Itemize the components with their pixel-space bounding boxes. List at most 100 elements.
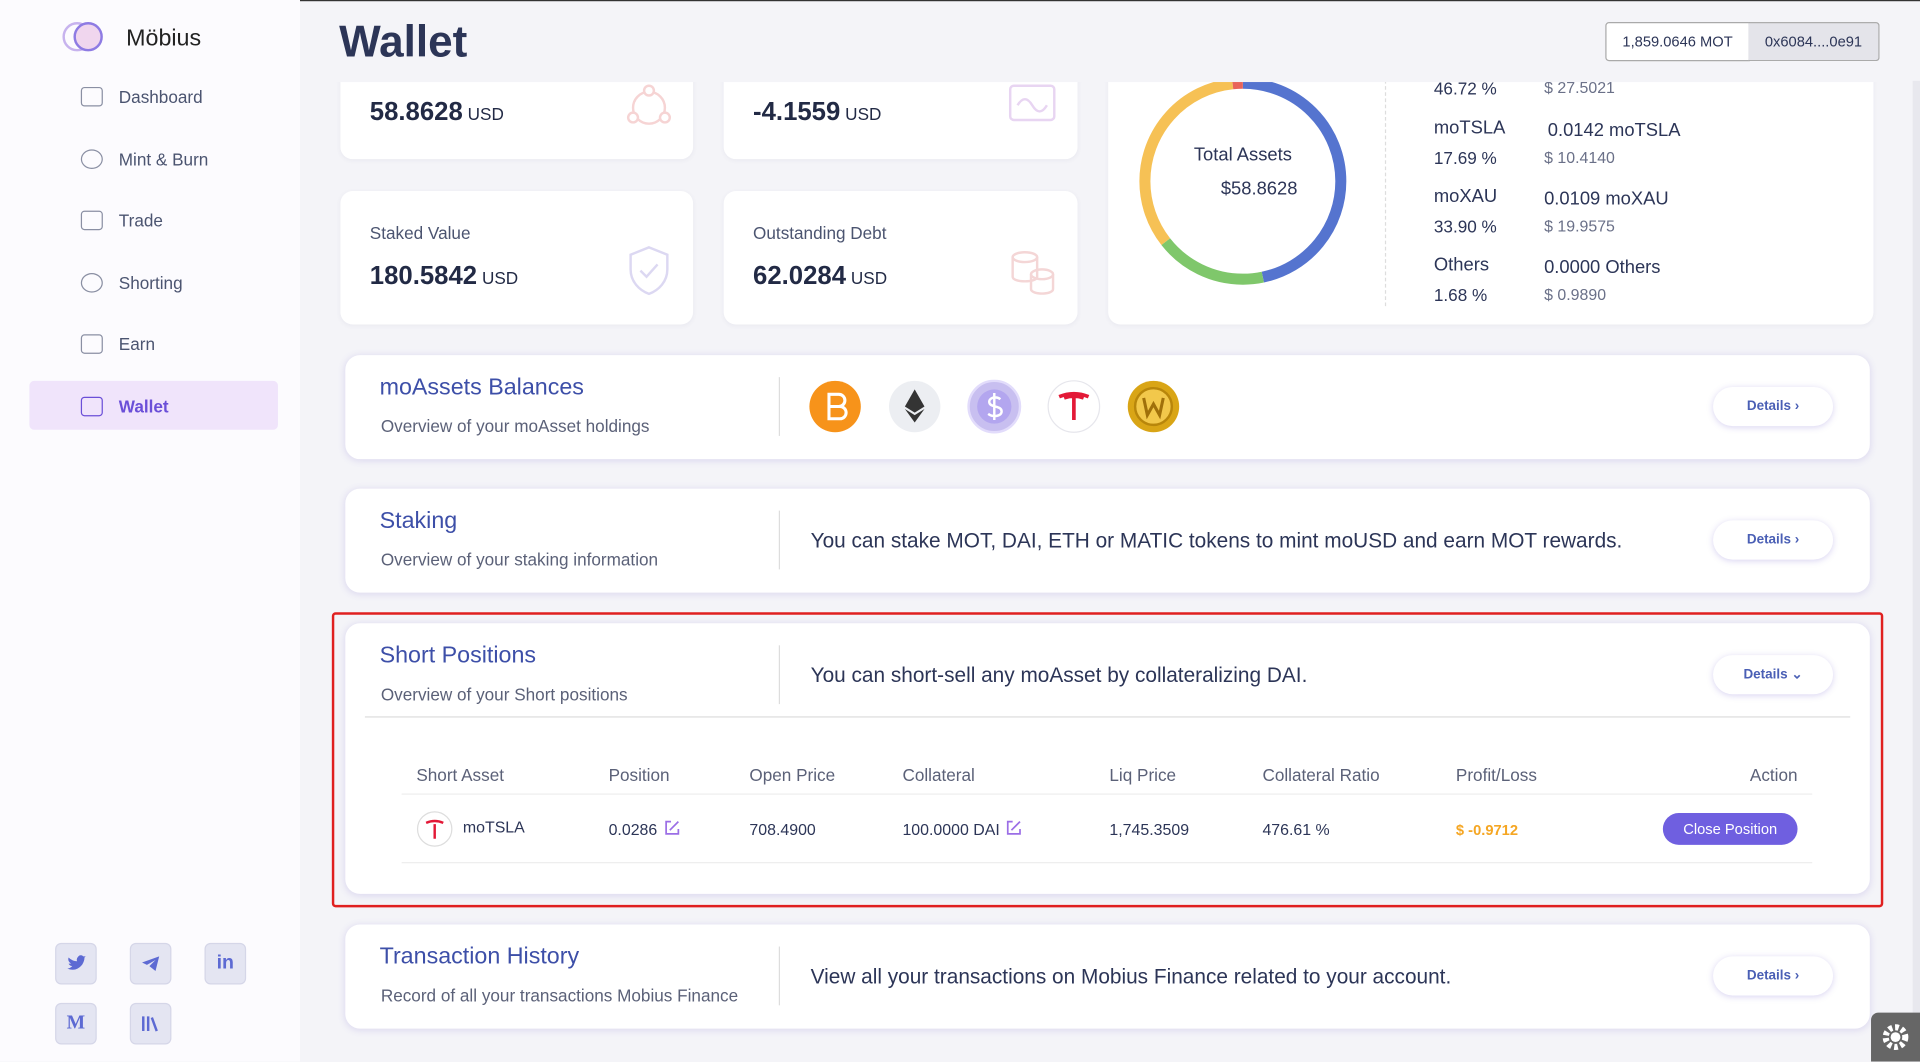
- balance[interactable]: 1,859.0646 MOT: [1605, 22, 1750, 62]
- icon: [1882, 1024, 1909, 1051]
- row-divider: [401, 862, 1813, 864]
- divider: [778, 645, 781, 705]
- stat-value: 58.8628 USD: [370, 98, 504, 127]
- section-subtitle: Overview of your Short positions: [380, 684, 628, 705]
- value: -4.1559: [753, 97, 841, 127]
- highlight-box: [331, 612, 1884, 908]
- telegram-link[interactable]: [129, 942, 172, 985]
- section-history: Transaction History Record of all your t…: [345, 924, 1870, 1029]
- nav-item[interactable]: Wallet: [118, 396, 169, 417]
- donut-value: $58.8628: [1220, 178, 1298, 200]
- asset-usd: $ 10.4140: [1544, 148, 1615, 167]
- nav-item[interactable]: Shorting: [118, 273, 183, 293]
- details-button[interactable]: Details ⌄: [1713, 655, 1834, 695]
- section-staking: Staking Overview of your staking informa…: [345, 488, 1870, 593]
- section-subtitle: Overview of your staking information: [380, 549, 659, 570]
- table-header: Liq Price: [1109, 765, 1177, 785]
- nav-item[interactable]: Earn: [118, 334, 155, 354]
- unit: USD: [845, 104, 882, 124]
- section-text: You can stake MOT, DAI, ETH or MATIC tok…: [810, 528, 1623, 553]
- nav-active: [29, 380, 278, 430]
- nav-icon: [80, 396, 103, 417]
- table-header: Action: [1749, 765, 1798, 785]
- section-short: Short Positions Overview of your Short p…: [345, 623, 1870, 894]
- asset-percent: 46.72 %: [1433, 78, 1497, 98]
- scrollbar: [1912, 80, 1920, 1062]
- asset-usd: $ 19.9575: [1544, 216, 1615, 236]
- donut-segment: [1139, 77, 1347, 285]
- section-title: Transaction History: [379, 944, 580, 970]
- icon: [1008, 84, 1056, 122]
- table-cell: 708.4900: [749, 820, 816, 839]
- section-balances: moAssets Balances Overview of your moAss…: [345, 355, 1870, 460]
- divider: [778, 377, 781, 436]
- header: Wallet 1,859.0646 MOT 0x6084....0e91: [300, 0, 1920, 83]
- asset-usd: $ 0.9890: [1544, 285, 1607, 304]
- unit: USD: [850, 268, 888, 288]
- asset-icon: [416, 811, 453, 847]
- section-text: View all your transactions on Mobius Fin…: [810, 964, 1452, 989]
- assets-donut: [1139, 77, 1347, 285]
- address[interactable]: 0x6084....0e91: [1748, 22, 1880, 62]
- stat-card: Outstanding Debt 62.0284 USD: [723, 191, 1078, 325]
- brand: Möbius: [126, 25, 202, 52]
- asset-amount: 0.0109 moXAU: [1544, 188, 1669, 210]
- stat-label: Staked Value: [369, 222, 471, 243]
- table-cell: 476.61 %: [1262, 820, 1330, 839]
- divider: [778, 946, 781, 1006]
- edit-icon[interactable]: [664, 819, 681, 836]
- button-label: Details: [1746, 968, 1792, 984]
- details-button[interactable]: Details ›: [1713, 956, 1834, 996]
- table-cell: moTSLA: [462, 817, 525, 837]
- asset-amount: 0.0000 Others: [1544, 257, 1661, 278]
- icon: [626, 84, 672, 125]
- nav-item[interactable]: Trade: [118, 210, 163, 231]
- table-cell: $ -0.9712: [1455, 821, 1519, 839]
- sidebar: Möbius Dashboard Mint & Burn Trade Short…: [0, 0, 301, 1062]
- nav-item[interactable]: Mint & Burn: [118, 149, 209, 169]
- table-header: Profit/Loss: [1455, 765, 1537, 785]
- table-header: Collateral: [902, 765, 975, 785]
- stat-label: Outstanding Debt: [753, 222, 887, 243]
- asset-usd: $ 27.5021: [1544, 78, 1615, 97]
- unit: USD: [481, 268, 519, 288]
- close-position-button[interactable]: Close Position: [1662, 813, 1798, 845]
- table-header: Collateral Ratio: [1262, 765, 1380, 785]
- value: 58.8628: [369, 97, 463, 127]
- asset-amount: 0.0142 moTSLA: [1547, 120, 1681, 141]
- docs-link[interactable]: [129, 1002, 172, 1045]
- asset-percent: 1.68 %: [1433, 285, 1488, 305]
- nav-icon: [80, 210, 103, 231]
- nav-icon: [80, 334, 103, 354]
- table-cell: 100.0000 DAI: [902, 820, 1000, 839]
- medium-link[interactable]: M: [55, 1002, 97, 1045]
- details-button[interactable]: Details ›: [1713, 386, 1834, 427]
- value: 62.0284: [753, 262, 847, 291]
- stat-value: -4.1559 USD: [753, 98, 881, 127]
- nav-icon: [80, 149, 103, 169]
- table-header: Open Price: [749, 765, 836, 785]
- icon: [142, 1016, 158, 1032]
- section-subtitle: Overview of your moAsset holdings: [380, 416, 650, 436]
- linkedin-link[interactable]: in: [204, 942, 247, 985]
- logo: [62, 22, 103, 52]
- icon: [142, 956, 160, 972]
- table-header: Short Asset: [416, 765, 504, 785]
- twitter-link[interactable]: [55, 942, 97, 985]
- asset-name: Others: [1433, 254, 1489, 276]
- icon: [629, 246, 669, 296]
- asset-name: moTSLA: [1433, 117, 1506, 139]
- donut-label: Total Assets: [1193, 144, 1292, 166]
- icon: [1011, 251, 1055, 295]
- table-cell: 1,745.3509: [1109, 820, 1190, 839]
- edit-icon[interactable]: [1005, 819, 1022, 836]
- table-header: Position: [608, 765, 670, 785]
- asset-name: moXAU: [1433, 186, 1498, 207]
- details-button[interactable]: Details ›: [1713, 520, 1834, 560]
- value: 180.5842: [369, 262, 478, 291]
- settings-button[interactable]: [1871, 1012, 1920, 1062]
- nav-item[interactable]: Dashboard: [118, 86, 203, 107]
